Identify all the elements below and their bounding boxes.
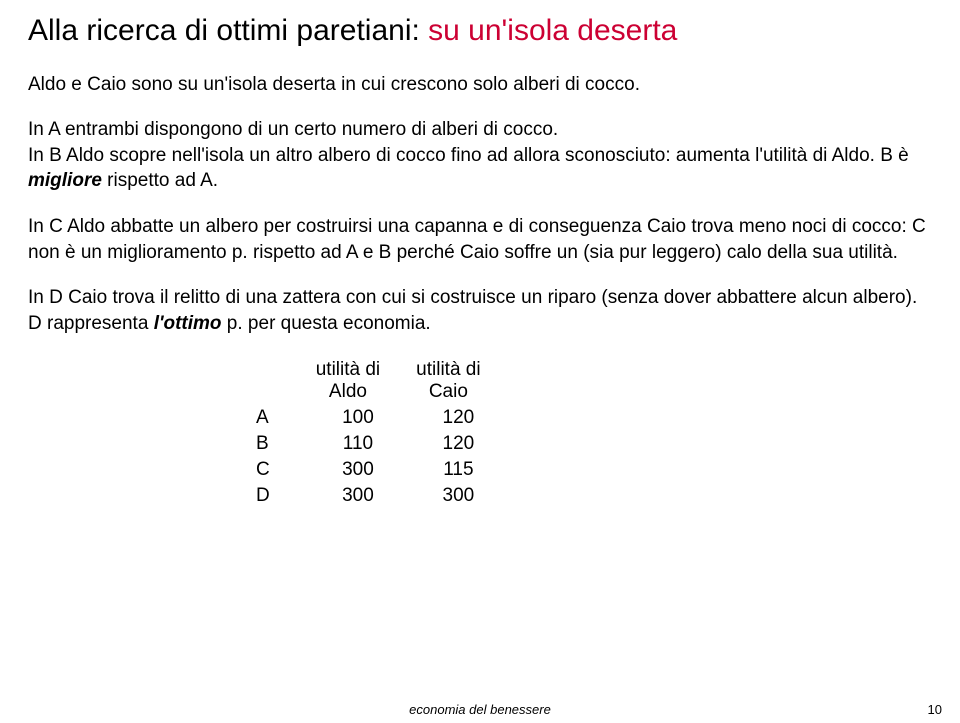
page-number: 10 xyxy=(928,702,942,717)
cell-aldo: 300 xyxy=(308,457,408,483)
paragraph-2b-pre: In B Aldo scopre nell'isola un altro alb… xyxy=(28,145,909,166)
header-aldo: utilità di Aldo xyxy=(308,357,408,405)
title-part-2: su un'isola deserta xyxy=(428,14,677,47)
paragraph-2b-em: migliore xyxy=(28,170,102,191)
utility-table-wrap: utilità di Aldo utilità di Caio A 100 12… xyxy=(248,357,932,509)
utility-table: utilità di Aldo utilità di Caio A 100 12… xyxy=(248,357,509,509)
cell-caio: 120 xyxy=(408,431,508,457)
header-caio-line1: utilità di xyxy=(416,359,480,380)
row-label: D xyxy=(248,483,308,509)
cell-aldo: 100 xyxy=(308,405,408,431)
table-row: B 110 120 xyxy=(248,431,509,457)
table-header-row: utilità di Aldo utilità di Caio xyxy=(248,357,509,405)
paragraph-2: In A entrambi dispongono di un certo num… xyxy=(28,117,932,194)
row-label: B xyxy=(248,431,308,457)
table-row: A 100 120 xyxy=(248,405,509,431)
header-caio-line2: Caio xyxy=(429,381,468,402)
slide-page: Alla ricerca di ottimi paretiani: su un'… xyxy=(0,0,960,723)
paragraph-4-em: l'ottimo xyxy=(154,313,222,334)
cell-caio: 120 xyxy=(408,405,508,431)
cell-caio: 115 xyxy=(408,457,508,483)
paragraph-3: In C Aldo abbatte un albero per costruir… xyxy=(28,214,932,265)
header-caio: utilità di Caio xyxy=(408,357,508,405)
header-aldo-line1: utilità di xyxy=(316,359,380,380)
row-label: C xyxy=(248,457,308,483)
title-part-1: Alla ricerca di ottimi paretiani: xyxy=(28,14,428,47)
paragraph-1: Aldo e Caio sono su un'isola deserta in … xyxy=(28,72,932,98)
paragraph-2a: In A entrambi dispongono di un certo num… xyxy=(28,119,558,140)
cell-aldo: 110 xyxy=(308,431,408,457)
header-aldo-line2: Aldo xyxy=(329,381,367,402)
header-blank xyxy=(248,357,308,405)
paragraph-4: In D Caio trova il relitto di una zatter… xyxy=(28,285,932,336)
table-row: C 300 115 xyxy=(248,457,509,483)
footer-text: economia del benessere xyxy=(0,702,960,717)
row-label: A xyxy=(248,405,308,431)
slide-title: Alla ricerca di ottimi paretiani: su un'… xyxy=(28,12,932,50)
paragraph-2b-post: rispetto ad A. xyxy=(102,170,218,191)
paragraph-4-post: p. per questa economia. xyxy=(222,313,431,334)
table-row: D 300 300 xyxy=(248,483,509,509)
cell-caio: 300 xyxy=(408,483,508,509)
cell-aldo: 300 xyxy=(308,483,408,509)
